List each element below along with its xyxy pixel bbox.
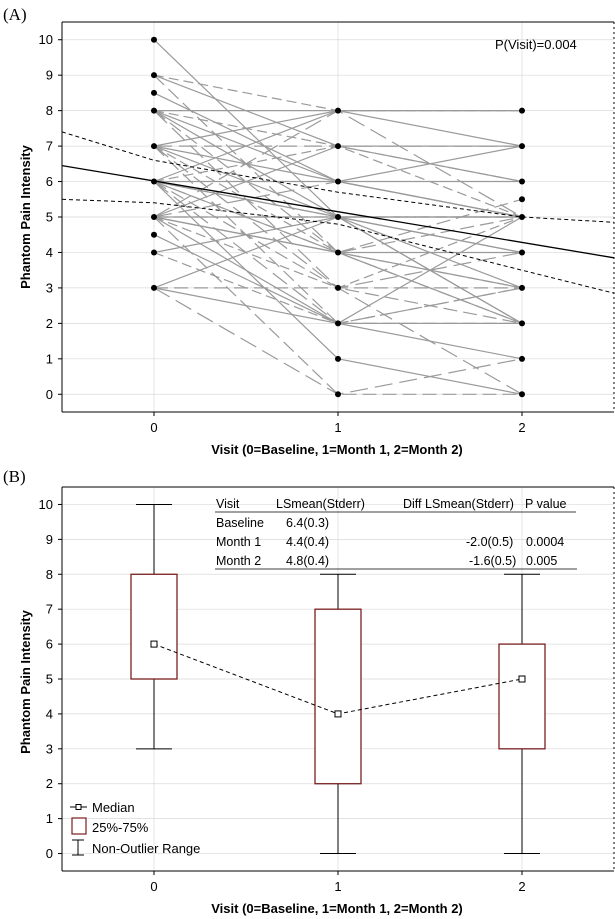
iqr-box: [314, 608, 362, 785]
legend-iqr-label: 25%-75%: [92, 820, 149, 835]
panel-a-ytick-label: 7: [46, 139, 53, 154]
stats-table: Visit LSmean(Stderr) Diff LSmean(Stderr)…: [215, 497, 577, 570]
panel-b-ytick-label: 3: [46, 741, 53, 756]
subject-trajectory: [153, 216, 522, 395]
data-point: [519, 249, 525, 256]
data-point: [151, 72, 157, 79]
data-point: [151, 214, 157, 220]
table-cell: 4.8(0.4): [286, 554, 329, 568]
iqr-box: [498, 643, 546, 750]
panel-a-xtick-label: 2: [518, 420, 525, 435]
median-marker: [150, 640, 158, 648]
data-point: [335, 249, 341, 256]
legend-median-label: Median: [92, 800, 135, 815]
panel-a-ylabel: Phantom Pain Intensity: [18, 144, 33, 289]
data-point: [335, 391, 341, 398]
table-header-pvalue: P value: [525, 497, 567, 511]
data-point: [519, 214, 525, 220]
panel-a-ytick-label: 5: [46, 210, 53, 225]
data-point: [335, 320, 341, 327]
data-point: [519, 355, 525, 362]
data-point: [151, 249, 157, 256]
panel-b-ytick-label: 2: [46, 776, 53, 791]
table-cell: Month 1: [216, 535, 261, 549]
legend-range-label: Non-Outlier Range: [92, 841, 200, 856]
panel-b-plot: 0 1 2 3 4 5 6 7 8 9 10 0 1 2: [39, 486, 615, 894]
panel-a-ytick-label: 10: [39, 32, 53, 47]
data-point: [519, 284, 525, 291]
data-point: [335, 107, 341, 114]
subject-trajectory: [153, 74, 523, 254]
data-point: [151, 107, 157, 114]
table-cell: Month 2: [216, 554, 261, 568]
table-cell: 0.005: [526, 554, 557, 568]
data-point: [151, 36, 157, 43]
panel-b-xtick-label: 1: [334, 879, 341, 894]
legend-iqr-swatch: [71, 817, 87, 835]
data-point: [151, 89, 157, 96]
table-cell: -2.0(0.5): [466, 535, 513, 549]
data-point: [519, 178, 525, 185]
data-point: [335, 214, 341, 220]
data-point: [151, 284, 157, 291]
panel-a-ytick-label: 4: [46, 245, 53, 260]
table-header-diff: Diff LSmean(Stderr): [403, 497, 514, 511]
panel-b-ytick-label: 9: [46, 532, 53, 547]
panel-a-ytick-label: 1: [46, 351, 53, 366]
panel-b-ytick-label: 10: [39, 497, 53, 512]
panel-a-xtick-label: 0: [150, 420, 157, 435]
panel-a-ytick-label: 6: [46, 174, 53, 189]
data-point: [519, 391, 525, 398]
panel-b-ytick-label: 4: [46, 706, 53, 721]
panel-a-label: (A): [3, 5, 27, 24]
panel-a-plot: 0 1 2 3 4 5 6 7 8 9 10 0 1 2: [39, 21, 615, 435]
panel-b-ylabel: Phantom Pain Intensity: [18, 609, 33, 754]
table-cell: Baseline: [216, 516, 264, 530]
table-header-visit: Visit: [216, 497, 240, 511]
panel-b-xlabel: Visit (0=Baseline, 1=Month 1, 2=Month 2): [211, 901, 463, 916]
panel-a-ytick-label: 8: [46, 103, 53, 118]
median-marker: [518, 675, 526, 683]
data-point: [519, 196, 525, 203]
panel-a-xlabel: Visit (0=Baseline, 1=Month 1, 2=Month 2): [211, 442, 463, 457]
panel-a-annotation: P(Visit)=0.004: [495, 37, 577, 52]
panel-a-ytick-label: 0: [46, 387, 53, 402]
panel-a-ytick-label: 2: [46, 316, 53, 331]
panel-b-ytick-label: 1: [46, 811, 53, 826]
table-cell: 0.0004: [526, 535, 564, 549]
panel-a-ytick-label: 3: [46, 280, 53, 295]
panel-b-label: (B): [3, 467, 26, 486]
data-point: [151, 143, 157, 150]
panel-b-ytick-label: 6: [46, 637, 53, 652]
data-point: [151, 178, 157, 185]
panel-a-ytick-label: 9: [46, 68, 53, 83]
table-cell: 4.4(0.4): [286, 535, 329, 549]
data-point: [519, 143, 525, 150]
table-cell: -1.6(0.5): [469, 554, 516, 568]
data-point: [335, 284, 341, 291]
median-marker: [334, 710, 342, 718]
legend-median-marker: [75, 804, 82, 810]
panel-b-ytick-label: 0: [46, 846, 53, 861]
data-point: [335, 355, 341, 362]
panel-b-xtick-label: 2: [518, 879, 525, 894]
panel-b-ytick-label: 7: [46, 602, 53, 617]
panel-b-ytick-label: 8: [46, 567, 53, 582]
panel-b-xtick-label: 0: [150, 879, 157, 894]
confidence-band-upper: [61, 131, 615, 223]
panel-b-ytick-label: 5: [46, 672, 53, 687]
data-point: [519, 320, 525, 327]
data-point: [519, 107, 525, 114]
confidence-band-lower: [61, 198, 615, 294]
iqr-box: [130, 573, 178, 680]
legend: Median 25%-75% Non-Outlier Range: [70, 800, 200, 856]
panel-a-xtick-label: 1: [334, 420, 341, 435]
table-cell: 6.4(0.3): [286, 516, 329, 530]
subject-trajectory: [153, 145, 522, 324]
data-point: [335, 143, 341, 150]
data-point: [335, 178, 341, 185]
table-header-lsmean: LSmean(Stderr): [276, 497, 365, 511]
data-point: [151, 231, 157, 238]
